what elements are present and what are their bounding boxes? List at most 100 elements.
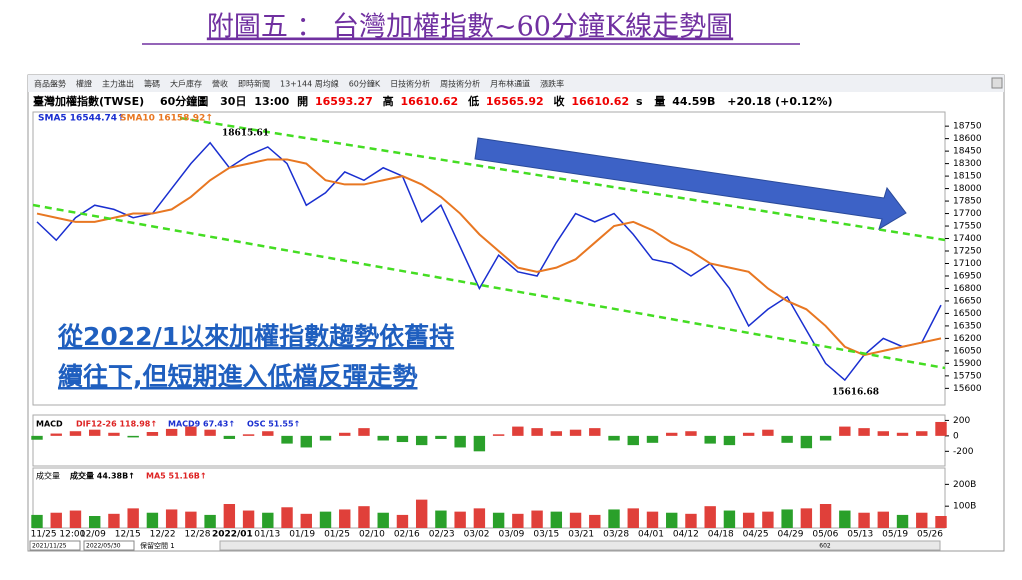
y-tick-label: 17550 (953, 222, 982, 232)
close-button[interactable] (991, 77, 1003, 89)
volume-bar (512, 513, 524, 528)
volume-bar (742, 512, 755, 528)
volume-bar (415, 499, 428, 528)
y-tick-label: 16200 (953, 334, 982, 344)
macd-bar (608, 435, 620, 441)
volume-bar (935, 516, 947, 528)
x-tick-label: 2022/01 (212, 530, 253, 540)
macd-bar (454, 435, 466, 448)
end-date-box[interactable] (83, 540, 135, 551)
y-tick-label: 15750 (953, 371, 982, 381)
toolbar-tab[interactable]: 60分鐘K (349, 79, 381, 89)
legend-sma5: SMA5 16544.74↑ (38, 114, 125, 124)
end-date: 2022/05/30 (86, 543, 121, 550)
info-change: +20.18 (+0.12%) (727, 95, 832, 108)
volume-bar (819, 504, 832, 528)
toolbar-tab[interactable]: 權證 (76, 79, 92, 89)
macd-bar (281, 435, 293, 444)
info-close: 16610.62 (571, 95, 629, 108)
slide-title: 附圖五 ： 台灣加權指數~60分鐘K線走勢圖 (207, 12, 733, 43)
volume-bar (646, 511, 659, 528)
toolbar-tabs: 商品盤勢 權證 主力進出 籌碼 大戶庫存 營收 即時新聞 13+144 周均線 60分鐘K 日技術… (34, 79, 564, 89)
volume-value: 成交量 44.38B↑ (70, 471, 135, 481)
macd-dif: DIF12-26 118.98↑ (76, 420, 157, 429)
volume-bar (377, 512, 389, 528)
y-tick-label: 18150 (953, 172, 982, 182)
toolbar-tab[interactable]: 商品盤勢 (34, 79, 66, 89)
volume-bar (473, 508, 486, 528)
macd-tick-label: -200 (953, 447, 974, 457)
x-tick-label: 02/10 (359, 530, 385, 540)
macd-bar (377, 435, 389, 441)
volume-bar (858, 512, 870, 528)
volume-title: 成交量 (36, 471, 60, 481)
x-tick-label: 04/12 (673, 530, 699, 540)
macd-bar (742, 432, 755, 436)
macd-bar (50, 433, 62, 436)
macd-bar (492, 434, 505, 436)
toolbar-tab[interactable]: 營收 (212, 79, 228, 89)
x-tick-label: 01/13 (254, 530, 280, 540)
toolbar-tab[interactable]: 大戶庫存 (170, 79, 202, 89)
macd-bar (646, 435, 659, 443)
macd-osc: OSC 51.55↑ (247, 420, 300, 429)
info-close-label: 收 (554, 94, 565, 108)
volume-bar (839, 510, 851, 528)
macd-bar (300, 435, 312, 448)
info-open: 16593.27 (315, 95, 373, 108)
volume-bar (781, 509, 793, 528)
y-tick-label: 18750 (953, 122, 982, 132)
volume-bar (531, 510, 543, 528)
x-tick-label: 02/16 (394, 530, 420, 540)
volume-bar (69, 510, 82, 528)
macd-bar (165, 428, 178, 436)
info-vol: 44.59B (672, 95, 715, 108)
y-tick-label: 16800 (953, 284, 982, 294)
volume-bar (108, 513, 120, 528)
macd-bar (512, 426, 524, 436)
macd-bar (935, 421, 947, 436)
macd-bar (89, 429, 101, 436)
info-high-label: 高 (383, 94, 394, 108)
volume-bar (146, 512, 159, 528)
toolbar-tab[interactable]: 主力進出 (102, 79, 134, 89)
volume-bar (358, 506, 370, 528)
toolbar-tab[interactable]: 月布林通道 (490, 79, 530, 89)
macd-bar (896, 432, 909, 436)
volume-bar (492, 512, 505, 528)
macd-bar (531, 428, 543, 436)
y-tick-label: 17700 (953, 209, 982, 219)
y-tick-label: 17250 (953, 247, 982, 257)
macd-bar (723, 435, 736, 446)
toolbar-tab[interactable]: 漲跌率 (540, 79, 564, 89)
y-tick-label: 18450 (953, 147, 982, 157)
scrollbar[interactable] (219, 540, 941, 551)
high-annotation: 18615.61 (222, 129, 269, 139)
toolbar-tab[interactable]: 即時新聞 (238, 79, 270, 89)
macd-bar (435, 435, 447, 439)
note-line: 續往下,但短期進入低檔反彈走勢 (58, 362, 418, 391)
x-tick-label: 12/22 (150, 530, 176, 540)
info-high: 16610.62 (400, 95, 458, 108)
info-open-label: 開 (297, 95, 308, 108)
macd-bar (262, 431, 274, 436)
x-tick-label: 03/28 (603, 530, 629, 540)
macd-bar (242, 434, 255, 436)
start-date-box[interactable] (29, 540, 81, 551)
toolbar-tab[interactable]: 籌碼 (144, 79, 160, 89)
y-tick-label: 16650 (953, 296, 982, 306)
macd-bar (589, 428, 601, 436)
volume-bar (50, 512, 62, 528)
toolbar-tab[interactable]: 日技術分析 (390, 79, 430, 89)
volume-bar (204, 514, 216, 528)
toolbar-tab[interactable]: 周技術分析 (440, 79, 480, 89)
y-tick-label: 16500 (953, 309, 982, 319)
x-tick-label: 11/25 12:00 (31, 530, 86, 540)
x-tick-label: 01/19 (289, 530, 315, 540)
toolbar-tab[interactable]: 13+144 周均線 (280, 79, 339, 89)
info-date: 30日 (220, 95, 246, 108)
volume-tick-label: 200B (953, 480, 976, 490)
y-tick-label: 16350 (953, 321, 982, 331)
macd-bar (127, 435, 139, 438)
